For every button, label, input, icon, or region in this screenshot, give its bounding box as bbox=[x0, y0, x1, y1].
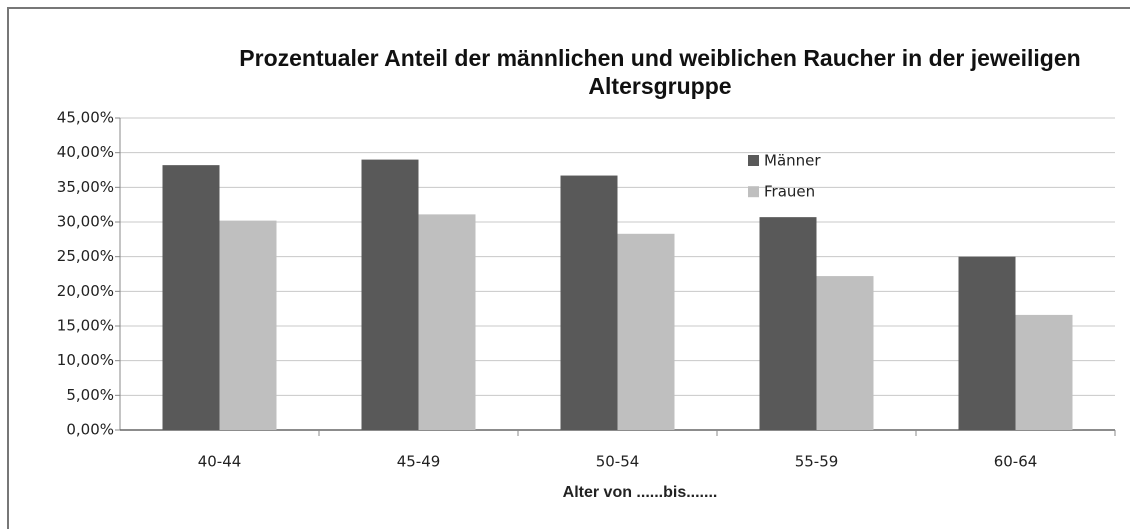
legend-swatch bbox=[748, 155, 759, 166]
x-tick-label: 40-44 bbox=[198, 453, 242, 471]
bar bbox=[361, 159, 419, 430]
y-tick-label: 45,00% bbox=[57, 109, 114, 127]
bar bbox=[1015, 314, 1073, 430]
legend-swatch bbox=[748, 186, 759, 198]
y-tick-label: 0,00% bbox=[66, 421, 114, 439]
y-tick-label: 5,00% bbox=[66, 386, 114, 404]
bar bbox=[759, 217, 817, 430]
x-tick-label: 45-49 bbox=[397, 453, 441, 471]
y-tick-label: 30,00% bbox=[57, 213, 114, 231]
y-tick-label: 35,00% bbox=[57, 178, 114, 196]
x-tick-label: 60-64 bbox=[994, 453, 1038, 471]
y-tick-label: 10,00% bbox=[57, 351, 114, 369]
legend-label: Männer bbox=[764, 152, 821, 170]
legend-label: Frauen bbox=[764, 183, 815, 201]
y-tick-label: 20,00% bbox=[57, 282, 114, 300]
y-tick-label: 40,00% bbox=[57, 143, 114, 161]
x-tick-label: 55-59 bbox=[795, 453, 839, 471]
x-tick-label: 50-54 bbox=[596, 453, 640, 471]
y-tick-label: 25,00% bbox=[57, 247, 114, 265]
bar bbox=[162, 165, 220, 430]
chart-title: Prozentualer Anteil der männlichen und w… bbox=[239, 45, 1081, 99]
x-axis-label: Alter von ......bis....... bbox=[563, 484, 718, 501]
bar bbox=[958, 256, 1016, 430]
y-tick-label: 15,00% bbox=[57, 317, 114, 335]
chart-border bbox=[7, 7, 1130, 529]
bar bbox=[816, 276, 874, 430]
bar bbox=[219, 220, 277, 430]
bar bbox=[560, 175, 618, 430]
bar bbox=[418, 214, 476, 430]
bar bbox=[617, 233, 675, 430]
